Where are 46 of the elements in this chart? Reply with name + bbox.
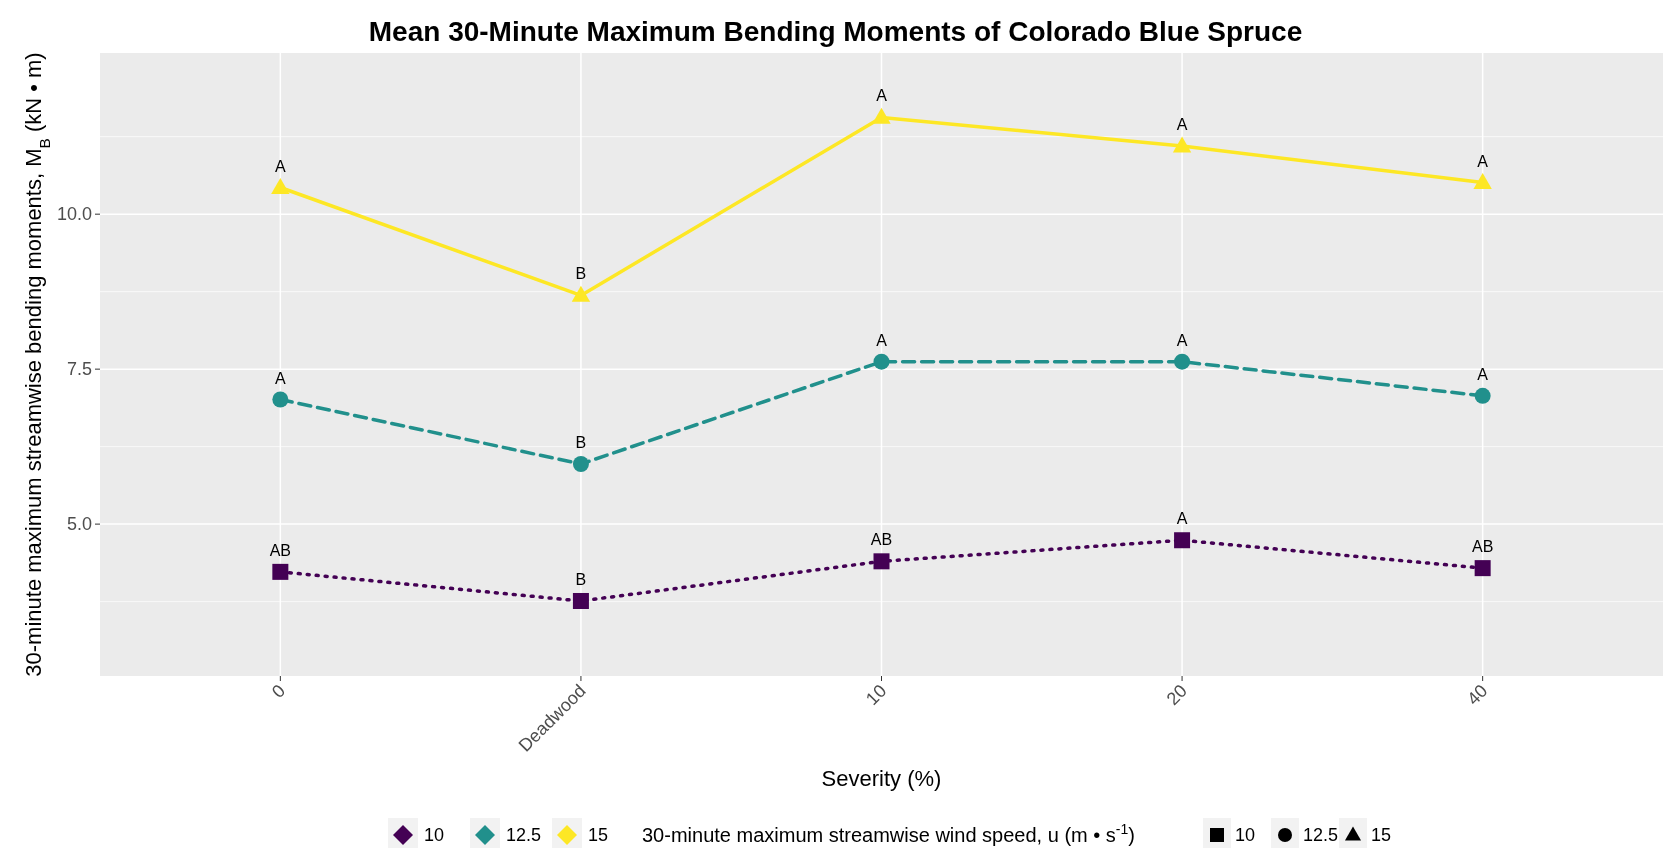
point — [873, 353, 890, 370]
y-tick-label: 10.0 — [56, 204, 92, 225]
point — [1174, 353, 1191, 370]
annotation: AB — [870, 531, 893, 549]
chart-title: Mean 30-Minute Maximum Bending Moments of Colorado Blue Spruce — [368, 16, 1303, 47]
point — [1474, 560, 1491, 577]
annotation: B — [575, 265, 587, 283]
annotation: A — [275, 369, 287, 387]
annotation: A — [876, 331, 888, 349]
point — [272, 391, 289, 408]
x-tick-label: 20 — [1162, 680, 1191, 709]
annotation: AB — [1471, 538, 1494, 556]
point — [572, 455, 589, 472]
point — [571, 285, 591, 302]
point — [1474, 387, 1491, 404]
legend-label: 10 — [424, 825, 445, 846]
legend-label: 15 — [588, 825, 609, 846]
annotation: AB — [269, 541, 292, 559]
point — [1174, 532, 1191, 549]
annotation: B — [575, 570, 587, 588]
legend-label: 12.5 — [506, 825, 542, 846]
point — [271, 177, 290, 194]
x-tick-label: 40 — [1463, 680, 1492, 709]
point — [872, 107, 891, 124]
annotation: A — [275, 157, 287, 175]
point — [1473, 172, 1492, 189]
text: 15 — [1371, 825, 1392, 846]
annotation: A — [1477, 365, 1489, 383]
annotation: A — [876, 87, 888, 105]
category-label: 10 — [1235, 825, 1256, 846]
point — [873, 553, 890, 570]
legend-title: 30-minute maximum streamwise wind speed, u (m • s$^{-1}$) — [642, 821, 1135, 846]
annotation: A — [1176, 510, 1188, 528]
x-tick-label: 10 — [862, 680, 891, 709]
x-axis-title: Severity (%) — [821, 766, 942, 791]
annotation: A — [1176, 331, 1188, 349]
point — [572, 592, 589, 609]
y-tick-label: 5.0 — [66, 514, 92, 535]
point — [1172, 136, 1192, 153]
annotation: A — [1477, 152, 1489, 170]
y-tick-label: 7.5 — [66, 359, 92, 380]
annotation: B — [575, 433, 587, 451]
text: 12.5 — [1303, 825, 1339, 846]
annotation: A — [1176, 115, 1188, 133]
x-tick-label: 0 — [267, 680, 290, 702]
point — [272, 563, 289, 580]
